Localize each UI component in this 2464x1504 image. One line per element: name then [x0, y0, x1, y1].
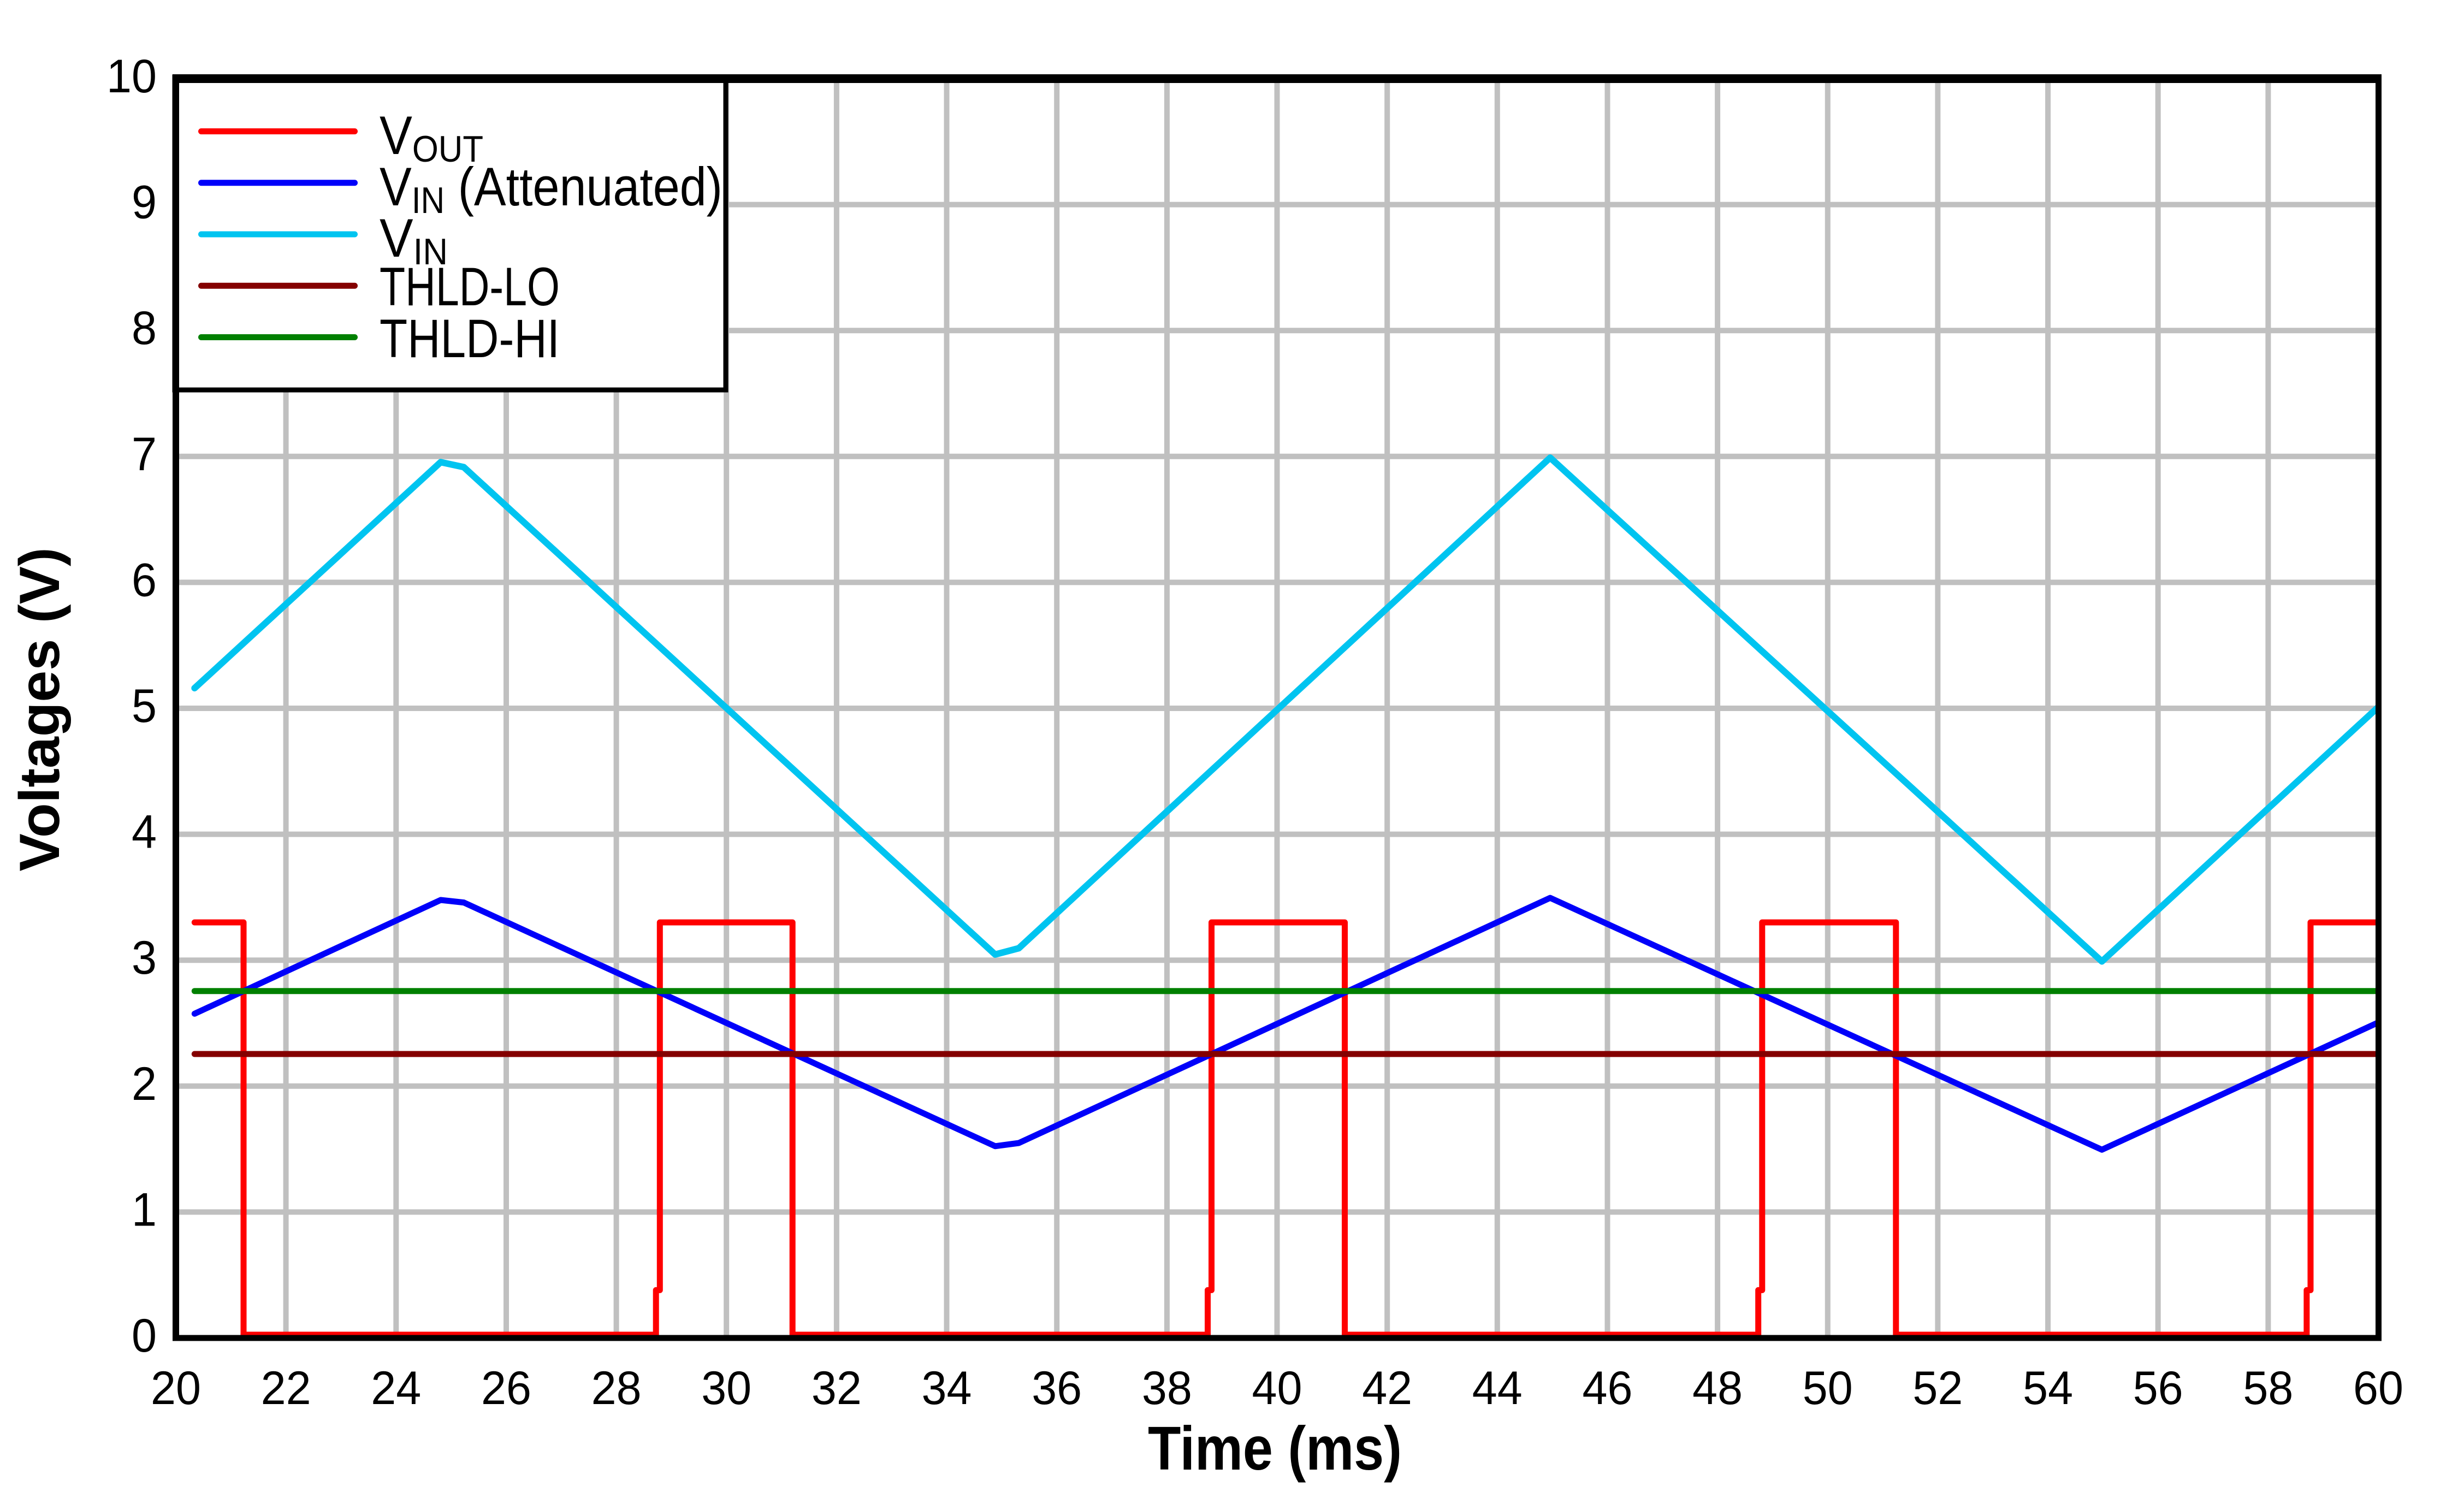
svg-text:56: 56 — [2133, 1362, 2183, 1414]
svg-text:44: 44 — [1472, 1362, 1523, 1414]
svg-text:9: 9 — [132, 176, 157, 229]
svg-text:34: 34 — [922, 1362, 972, 1414]
svg-text:54: 54 — [2023, 1362, 2073, 1414]
svg-text:28: 28 — [591, 1362, 642, 1414]
svg-text:30: 30 — [701, 1362, 751, 1414]
svg-text:Voltages (V): Voltages (V) — [8, 547, 72, 871]
svg-text:52: 52 — [1912, 1362, 1963, 1414]
svg-text:VIN (Attenuated): VIN (Attenuated) — [380, 156, 722, 221]
svg-text:7: 7 — [132, 428, 157, 481]
svg-text:48: 48 — [1692, 1362, 1743, 1414]
svg-text:5: 5 — [132, 680, 157, 732]
svg-text:60: 60 — [2353, 1362, 2403, 1414]
svg-text:20: 20 — [151, 1362, 201, 1414]
svg-text:3: 3 — [132, 932, 157, 984]
svg-text:8: 8 — [132, 302, 157, 354]
svg-text:6: 6 — [132, 554, 157, 606]
svg-text:46: 46 — [1583, 1362, 1633, 1414]
svg-text:2: 2 — [132, 1058, 157, 1110]
svg-text:40: 40 — [1252, 1362, 1302, 1414]
svg-text:58: 58 — [2243, 1362, 2293, 1414]
svg-text:4: 4 — [132, 806, 157, 858]
svg-text:Time (ms): Time (ms) — [1148, 1414, 1402, 1483]
svg-text:32: 32 — [812, 1362, 862, 1414]
svg-text:10: 10 — [106, 50, 157, 103]
svg-text:36: 36 — [1032, 1362, 1082, 1414]
svg-text:42: 42 — [1362, 1362, 1412, 1414]
svg-text:22: 22 — [261, 1362, 311, 1414]
svg-text:24: 24 — [371, 1362, 421, 1414]
svg-text:THLD-HI: THLD-HI — [380, 308, 560, 369]
svg-text:26: 26 — [481, 1362, 531, 1414]
svg-text:THLD-LO: THLD-LO — [380, 256, 560, 317]
svg-text:1: 1 — [132, 1183, 157, 1236]
svg-text:38: 38 — [1142, 1362, 1192, 1414]
svg-text:0: 0 — [132, 1310, 157, 1362]
svg-text:50: 50 — [1803, 1362, 1853, 1414]
